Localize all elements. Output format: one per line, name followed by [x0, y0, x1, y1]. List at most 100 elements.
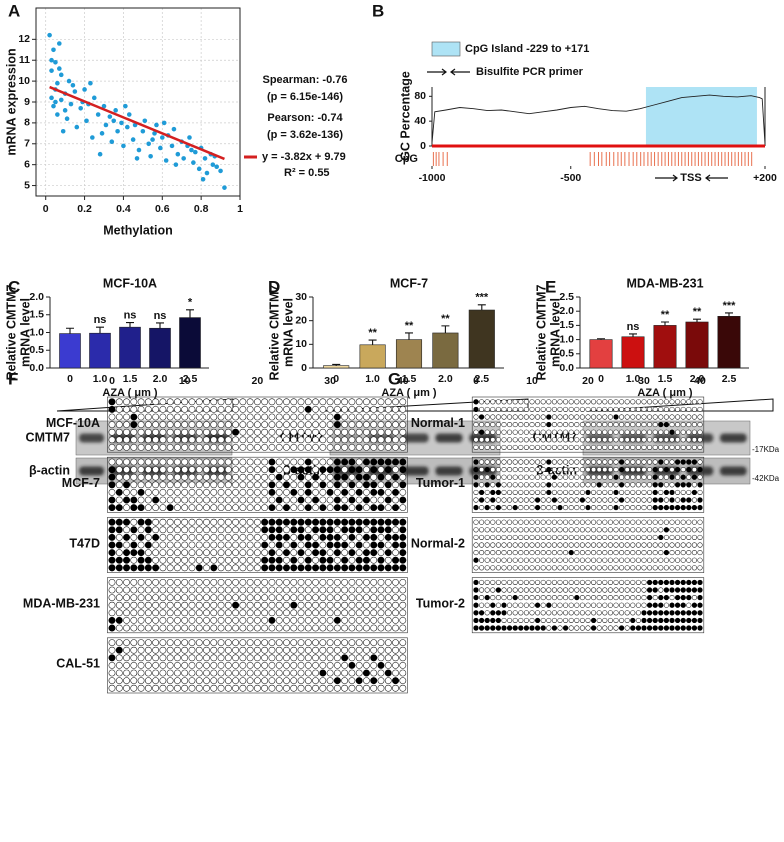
- cpg-unmethylated: [384, 684, 392, 692]
- cpg-unmethylated: [275, 504, 283, 512]
- point: [121, 143, 126, 149]
- cpg-unmethylated: [333, 594, 341, 602]
- y-tick-label: 0: [301, 362, 307, 374]
- cpg-unmethylated: [355, 616, 363, 624]
- cpg-methylated: [392, 473, 399, 481]
- cpg-methylated: [680, 617, 686, 623]
- cpg-unmethylated: [130, 436, 138, 444]
- cpg-unmethylated: [377, 405, 385, 413]
- cpg-unmethylated: [591, 610, 597, 616]
- cpg-unmethylated: [591, 595, 597, 601]
- cpg-methylated: [473, 602, 479, 608]
- cpg-unmethylated: [326, 458, 334, 466]
- cpg-unmethylated: [663, 557, 669, 563]
- cpg-unmethylated: [568, 587, 574, 593]
- cpg-methylated: [669, 610, 675, 616]
- cpg-unmethylated: [641, 444, 647, 450]
- cpg-unmethylated: [540, 534, 546, 540]
- cpg-unmethylated: [268, 436, 276, 444]
- cpg-unmethylated: [607, 505, 613, 511]
- sample-label: Normal-2: [411, 536, 465, 550]
- cpg-unmethylated: [384, 677, 392, 685]
- cpg-unmethylated: [669, 565, 675, 571]
- cpg-unmethylated: [585, 610, 591, 616]
- cpg-unmethylated: [181, 421, 189, 429]
- cpg-methylated: [647, 579, 653, 585]
- cpg-unmethylated: [239, 564, 247, 572]
- cpg-unmethylated: [268, 398, 276, 406]
- cpg-unmethylated: [203, 616, 210, 624]
- cpg-unmethylated: [239, 518, 247, 526]
- cpg-unmethylated: [174, 586, 181, 594]
- cpg-unmethylated: [669, 527, 675, 533]
- cpg-methylated: [652, 610, 658, 616]
- cpg-unmethylated: [557, 422, 563, 428]
- cpg-unmethylated: [479, 505, 485, 511]
- cpg-unmethylated: [246, 413, 254, 421]
- cpg-methylated: [363, 518, 370, 526]
- cpg-unmethylated: [647, 482, 653, 488]
- cpg-methylated: [333, 466, 341, 474]
- cpg-unmethylated: [591, 587, 597, 593]
- cpg-unmethylated: [144, 616, 152, 624]
- cpg-unmethylated: [563, 437, 569, 443]
- cpg-unmethylated: [551, 459, 557, 465]
- cpg-unmethylated: [619, 534, 625, 540]
- cpg-unmethylated: [210, 586, 218, 594]
- cpg-unmethylated: [130, 518, 138, 526]
- point: [101, 103, 107, 109]
- cpg-unmethylated: [304, 398, 312, 406]
- point: [72, 89, 78, 94]
- cpg-unmethylated: [641, 489, 647, 495]
- point: [107, 114, 113, 119]
- cpg-unmethylated: [239, 541, 247, 549]
- cpg-unmethylated: [557, 519, 563, 525]
- cpg-unmethylated: [686, 444, 692, 450]
- cpg-unmethylated: [181, 639, 189, 647]
- cpg-unmethylated: [630, 602, 636, 608]
- cpg-unmethylated: [591, 542, 597, 548]
- cpg-methylated: [283, 518, 290, 526]
- cpg-unmethylated: [232, 466, 240, 474]
- cpg-unmethylated: [326, 624, 334, 632]
- cpg-unmethylated: [557, 557, 563, 563]
- cpg-unmethylated: [630, 595, 636, 601]
- cpg-unmethylated: [675, 406, 681, 412]
- cpg-unmethylated: [355, 549, 363, 557]
- cpg-unmethylated: [166, 578, 174, 586]
- cpg-methylated: [326, 541, 334, 549]
- cpg-unmethylated: [490, 505, 496, 511]
- cpg-unmethylated: [115, 496, 123, 504]
- cpg-methylated: [613, 489, 619, 495]
- cpg-unmethylated: [159, 654, 167, 662]
- cpg-unmethylated: [641, 550, 647, 556]
- cpg-unmethylated: [479, 519, 485, 525]
- cpg-unmethylated: [275, 677, 283, 685]
- cpg-unmethylated: [123, 578, 130, 586]
- cpg-unmethylated: [507, 565, 513, 571]
- cpg-unmethylated: [195, 594, 203, 602]
- cpg-unmethylated: [529, 579, 535, 585]
- cpg-methylated: [663, 610, 669, 616]
- cpg-unmethylated: [239, 677, 247, 685]
- cpg-unmethylated: [635, 602, 641, 608]
- cpg-methylated: [399, 556, 407, 564]
- cpg-unmethylated: [697, 444, 703, 450]
- cpg-unmethylated: [217, 466, 225, 474]
- cpg-unmethylated: [275, 586, 283, 594]
- cpg-unmethylated: [130, 654, 138, 662]
- cpg-unmethylated: [159, 586, 167, 594]
- blot-band: [401, 433, 429, 443]
- point: [222, 185, 227, 190]
- cpg-unmethylated: [239, 443, 247, 451]
- cpg-unmethylated: [174, 533, 181, 541]
- cpg-unmethylated: [495, 550, 501, 556]
- cpg-unmethylated: [144, 677, 152, 685]
- cpg-unmethylated: [232, 436, 240, 444]
- point: [152, 131, 157, 136]
- block-frame: [107, 577, 408, 634]
- gc-line: [431, 94, 766, 145]
- cpg-unmethylated: [607, 489, 613, 495]
- cpg-unmethylated: [348, 541, 356, 549]
- cpg-unmethylated: [181, 533, 189, 541]
